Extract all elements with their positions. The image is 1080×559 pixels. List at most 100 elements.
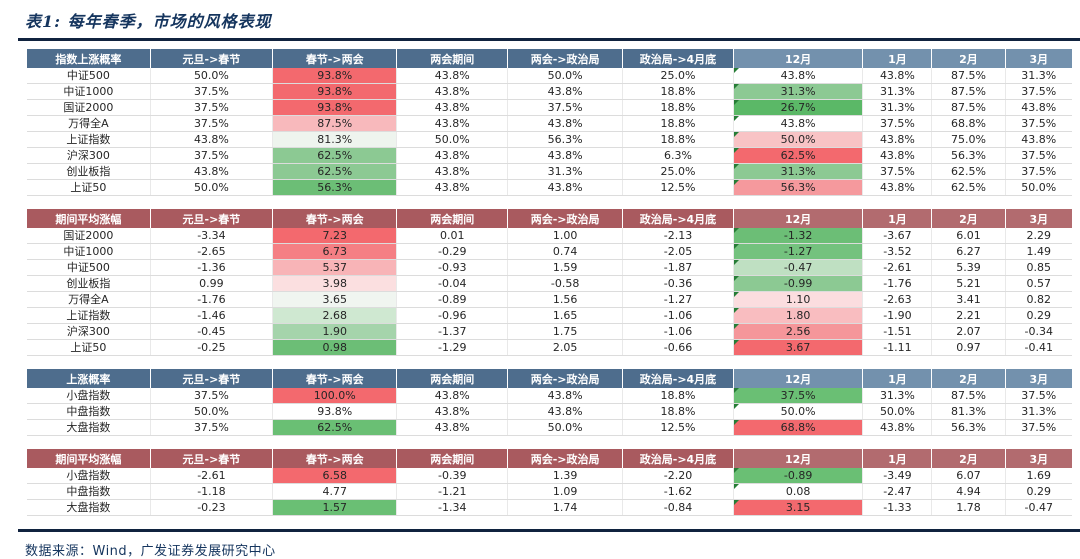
cell: -0.36 xyxy=(622,275,734,292)
row-label: 大盘指数 xyxy=(27,499,151,516)
row-label: 国证2000 xyxy=(27,99,151,116)
table-row: 国证2000 37.5% 93.8% 43.8% 37.5% 18.8% 26.7% 31.3… xyxy=(27,99,1072,116)
row-label: 沪深300 xyxy=(27,323,151,340)
cell: 43.8% xyxy=(507,147,624,164)
cell: 18.8% xyxy=(622,131,734,148)
col-header: 两会期间 xyxy=(396,49,509,68)
cell: 50.0% xyxy=(150,68,274,84)
data-source: 数据来源：Wind，广发证券发展研究中心 xyxy=(25,544,276,559)
col-header: 3月 xyxy=(1005,369,1072,388)
cell: 93.8% xyxy=(272,68,398,84)
cell: -2.13 xyxy=(622,228,734,244)
cell: 6.73 xyxy=(272,243,398,260)
footer-divider xyxy=(18,529,1080,532)
cell: 31.3% xyxy=(733,83,864,100)
cell: -0.23 xyxy=(150,499,274,516)
comment-marker-icon xyxy=(733,228,739,233)
table-row: 万得全A 37.5% 87.5% 43.8% 43.8% 18.8% 43.8% 37.5% 6… xyxy=(27,115,1072,132)
cell: 2.21 xyxy=(931,307,1006,324)
col-header: 12月 xyxy=(733,49,864,68)
cell: 43.8% xyxy=(733,115,864,132)
cell: 1.69 xyxy=(1005,468,1072,484)
table-1-blue: 指数上涨概率 元旦->春节 春节->两会 两会期间 两会->政治局 政治局->4月底 12月… xyxy=(27,49,1072,196)
cell: 5.39 xyxy=(931,259,1006,276)
row-label: 国证2000 xyxy=(27,228,151,244)
cell: 62.5% xyxy=(733,147,864,164)
cell: -1.51 xyxy=(862,323,933,340)
cell: 6.58 xyxy=(272,468,398,484)
cell: -3.49 xyxy=(862,468,933,484)
cell: 56.3% xyxy=(733,179,864,196)
cell: 4.77 xyxy=(272,483,398,500)
cell: -0.47 xyxy=(733,259,864,276)
cell: 93.8% xyxy=(272,83,398,100)
cell: -2.20 xyxy=(622,468,734,484)
cell: 37.5% xyxy=(733,388,864,404)
cell: 0.01 xyxy=(396,228,509,244)
cell: 50.0% xyxy=(150,179,274,196)
row-label: 中证1000 xyxy=(27,83,151,100)
table-row: 小盘指数 37.5% 100.0% 43.8% 43.8% 18.8% 37.5% 31.3%… xyxy=(27,388,1072,404)
table-row: 大盘指数 37.5% 62.5% 43.8% 50.0% 12.5% 68.8% 43.8% 5… xyxy=(27,419,1072,436)
col-header: 春节->两会 xyxy=(272,49,398,68)
cell: 62.5% xyxy=(272,163,398,180)
cell: 87.5% xyxy=(931,99,1006,116)
cell: 37.5% xyxy=(1005,163,1072,180)
tables-area: 指数上涨概率 元旦->春节 春节->两会 两会期间 两会->政治局 政治局->4月底 12月… xyxy=(0,41,1080,516)
col-header: 政治局->4月底 xyxy=(622,449,734,468)
table-row: 沪深300 37.5% 62.5% 43.8% 43.8% 6.3% 62.5% 43.8% 5… xyxy=(27,147,1072,164)
cell: 50.0% xyxy=(507,68,624,84)
table-title-cell: 指数上涨概率 xyxy=(27,49,151,68)
table-row: 上证指数 43.8% 81.3% 50.0% 56.3% 18.8% 50.0% 43.8% 7… xyxy=(27,131,1072,148)
table-row: 上证指数 -1.46 2.68 -0.96 1.65 -1.06 1.80 -1.90 2.21… xyxy=(27,307,1072,324)
cell: -1.32 xyxy=(733,228,864,244)
cell: -0.39 xyxy=(396,468,509,484)
cell: 50.0% xyxy=(150,403,274,420)
table-title-cell: 上涨概率 xyxy=(27,369,151,388)
cell: 100.0% xyxy=(272,388,398,404)
cell: 3.41 xyxy=(931,291,1006,308)
cell: 37.5% xyxy=(150,83,274,100)
table-row: 创业板指 43.8% 62.5% 43.8% 31.3% 25.0% 31.3% 37.5% 6… xyxy=(27,163,1072,180)
cell: -0.45 xyxy=(150,323,274,340)
cell: 43.8% xyxy=(862,68,933,84)
col-header: 两会->政治局 xyxy=(507,49,624,68)
cell: 2.07 xyxy=(931,323,1006,340)
cell: 0.29 xyxy=(1005,307,1072,324)
cell: 0.99 xyxy=(150,275,274,292)
col-header: 12月 xyxy=(733,449,864,468)
cell: 1.78 xyxy=(931,499,1006,516)
cell: 56.3% xyxy=(272,179,398,196)
comment-marker-icon xyxy=(733,164,739,169)
cell: 62.5% xyxy=(931,179,1006,196)
page-title: 表1: 每年春季，市场的风格表现 xyxy=(25,12,272,31)
comment-marker-icon xyxy=(733,292,739,297)
cell: 50.0% xyxy=(733,403,864,420)
header-row: 指数上涨概率 元旦->春节 春节->两会 两会期间 两会->政治局 政治局->4月底 12月… xyxy=(27,49,1072,68)
cell: 26.7% xyxy=(733,99,864,116)
table-row: 上证50 50.0% 56.3% 43.8% 43.8% 12.5% 56.3% 43.8% 6… xyxy=(27,179,1072,196)
row-label: 万得全A xyxy=(27,291,151,308)
cell: 18.8% xyxy=(622,115,734,132)
cell: 50.0% xyxy=(1005,179,1072,196)
cell: 56.3% xyxy=(931,419,1006,436)
col-header: 元旦->春节 xyxy=(150,449,274,468)
cell: 62.5% xyxy=(272,419,398,436)
cell: 50.0% xyxy=(733,131,864,148)
table-row: 中证1000 -2.65 6.73 -0.29 0.74 -2.05 -1.27 -3.52 6… xyxy=(27,243,1072,260)
cell: 1.10 xyxy=(733,291,864,308)
cell: 43.8% xyxy=(507,179,624,196)
cell: 43.8% xyxy=(862,179,933,196)
cell: 31.3% xyxy=(1005,68,1072,84)
cell: 2.56 xyxy=(733,323,864,340)
cell: -1.37 xyxy=(396,323,509,340)
row-label: 上证指数 xyxy=(27,307,151,324)
cell: -1.21 xyxy=(396,483,509,500)
col-header: 政治局->4月底 xyxy=(622,369,734,388)
cell: 2.68 xyxy=(272,307,398,324)
row-label: 中证1000 xyxy=(27,243,151,260)
comment-marker-icon xyxy=(733,84,739,89)
cell: 1.59 xyxy=(507,259,624,276)
row-label: 中证500 xyxy=(27,68,151,84)
col-header: 春节->两会 xyxy=(272,449,398,468)
